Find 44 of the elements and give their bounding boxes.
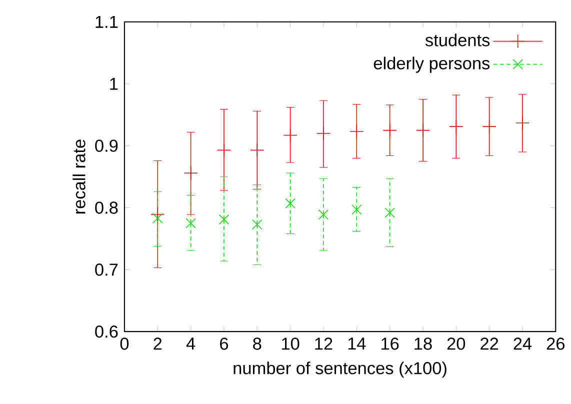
point (216, 142, 232, 158)
legend-label: elderly persons (374, 56, 490, 73)
point (150, 207, 165, 222)
y-tick-label: 0.8 (95, 201, 118, 214)
point (316, 126, 331, 140)
x-tick-label: 18 (414, 337, 432, 350)
point (382, 123, 397, 138)
x-tick-label: 20 (447, 337, 466, 350)
point (285, 198, 296, 208)
point (352, 204, 362, 215)
point (218, 214, 230, 224)
point (482, 119, 496, 134)
x-tick-label: 0 (120, 337, 129, 350)
legend-label: students (425, 34, 490, 46)
x-tick-label: 8 (253, 337, 262, 350)
point (449, 119, 464, 134)
y-tick-label: 1 (110, 78, 118, 90)
x-tick-label: 2 (154, 337, 162, 350)
x-tick-label: 6 (220, 337, 228, 350)
y-tick-label: 1.1 (96, 16, 118, 28)
point (252, 219, 262, 230)
x-tick-label: 14 (348, 337, 366, 350)
point (384, 207, 395, 218)
point (416, 123, 430, 138)
x-tick-label: 12 (315, 337, 332, 350)
y-tick-label: 0.9 (95, 140, 118, 152)
x-tick-label: 24 (514, 337, 532, 350)
y-tick-label: 0.7 (95, 263, 118, 276)
point (283, 128, 298, 142)
y-tick-label: 0.6 (95, 325, 118, 338)
point (318, 209, 329, 220)
point (350, 124, 364, 138)
x-tick-label: 26 (546, 337, 564, 350)
point (250, 142, 264, 158)
x-tick-label: 4 (186, 337, 196, 350)
point (186, 218, 196, 228)
y-axis-title: recall rate (72, 140, 86, 214)
x-axis-title: number of sentences (x100) (234, 361, 446, 378)
point (184, 166, 198, 180)
point (515, 116, 530, 130)
point (152, 213, 163, 224)
x-tick-label: 10 (282, 337, 300, 350)
x-tick-label: 16 (382, 337, 399, 350)
x-tick-label: 22 (480, 337, 498, 350)
